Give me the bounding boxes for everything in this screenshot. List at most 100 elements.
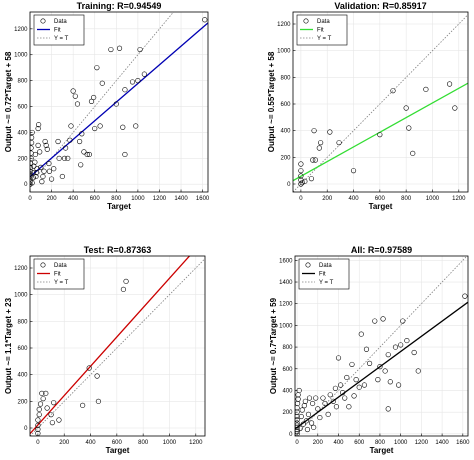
data-point <box>35 417 41 423</box>
y-axis-label: Output ~= 0.7*Target + 59 <box>269 297 278 394</box>
data-point <box>65 155 71 161</box>
data-point <box>337 382 344 388</box>
data-point <box>202 17 208 23</box>
x-tick-label: 1600 <box>196 196 210 202</box>
y-tick-label: 0 <box>287 182 291 188</box>
data-point <box>35 422 41 428</box>
data-point <box>59 173 65 180</box>
data-point <box>42 138 48 145</box>
y-tick-label: 0 <box>289 432 293 438</box>
data-point <box>358 331 364 337</box>
x-axis-label: Target <box>107 202 131 211</box>
legend-entry-label: Y = T <box>54 36 69 42</box>
data-point <box>30 145 34 151</box>
data-point <box>133 123 139 129</box>
y-tick-label: 1000 <box>279 323 293 329</box>
panel-title: Test: R=0.87363 <box>84 245 152 255</box>
data-point <box>86 365 92 371</box>
x-tick-label: 1200 <box>189 440 203 446</box>
x-tick-label: 1000 <box>131 196 145 202</box>
y-tick-label: 200 <box>17 399 28 405</box>
data-point <box>33 173 39 180</box>
data-point <box>38 164 44 170</box>
legend-entry-label: Fit <box>54 28 61 34</box>
data-point <box>330 398 336 404</box>
legend-entry-label: Fit <box>319 272 326 278</box>
legend-data-marker <box>303 18 309 24</box>
x-tick-label: 200 <box>313 440 324 446</box>
panel-title: All: R=0.97589 <box>351 245 412 255</box>
data-point <box>41 168 47 174</box>
data-point <box>350 168 357 174</box>
data-point <box>51 166 57 172</box>
data-point <box>94 373 100 379</box>
data-point <box>353 377 359 383</box>
data-point <box>308 176 315 182</box>
x-tick-label: 1400 <box>174 196 188 202</box>
data-point <box>317 414 323 421</box>
data-point <box>135 78 141 84</box>
data-point <box>385 406 391 412</box>
panel-3: 0 200 400 600 800 1000 1200 0 200 400 600 800 1000 12… <box>4 245 206 455</box>
data-point <box>382 368 388 374</box>
data-point <box>99 80 105 86</box>
data-point <box>299 180 305 186</box>
data-point <box>400 318 406 324</box>
y-tick-label: 1400 <box>279 280 293 286</box>
x-tick-label: 400 <box>68 196 79 202</box>
data-point <box>332 385 339 391</box>
y-tick-label: 1000 <box>14 293 28 299</box>
data-point <box>366 360 373 366</box>
data-point <box>327 392 333 398</box>
data-point <box>108 46 114 53</box>
data-point <box>91 94 97 101</box>
data-point <box>95 398 102 404</box>
y-tick-label: 400 <box>280 129 291 135</box>
data-point <box>48 412 54 418</box>
y-tick-label: 0 <box>24 426 28 432</box>
y-tick-label: 400 <box>17 373 28 379</box>
data-point <box>311 128 317 134</box>
legend-entry-label: Data <box>54 19 67 25</box>
data-point <box>30 169 36 176</box>
data-point <box>298 181 304 187</box>
data-point <box>322 400 328 407</box>
identity-line <box>30 258 205 436</box>
data-point <box>295 420 300 426</box>
legend-entry-label: Fit <box>317 28 324 34</box>
x-tick-label: 800 <box>111 196 122 202</box>
data-point <box>31 163 37 169</box>
x-tick-label: 1600 <box>456 440 470 446</box>
data-point <box>356 384 362 390</box>
x-tick-label: 1200 <box>153 196 167 202</box>
data-point <box>446 81 453 87</box>
data-point <box>51 400 57 406</box>
data-point <box>37 149 43 155</box>
y-tick-label: 800 <box>282 345 293 351</box>
x-axis-label: Target <box>106 446 130 455</box>
data-point <box>44 146 50 152</box>
data-point <box>97 123 103 129</box>
data-point <box>116 45 123 51</box>
data-point <box>406 125 412 131</box>
y-tick-label: 1000 <box>14 53 28 59</box>
data-point <box>30 180 35 186</box>
data-point <box>36 406 42 412</box>
data-point <box>298 161 304 167</box>
legend-data-marker <box>40 18 46 24</box>
data-point <box>55 138 61 145</box>
fit-line <box>295 301 468 430</box>
data-point <box>56 417 62 423</box>
fit-line <box>293 82 468 182</box>
legend-entry-label: Data <box>317 19 330 25</box>
axes-frame <box>29 255 206 437</box>
panel-2: 0 200 400 600 800 1000 1200 0 200 400 600 800 1000 12… <box>267 1 469 211</box>
y-tick-label: 600 <box>282 367 293 373</box>
data-point <box>56 155 62 161</box>
data-point <box>30 155 34 161</box>
y-tick-label: 800 <box>17 79 28 85</box>
data-point <box>141 71 147 77</box>
panel-1: 0 200 400 600 800 1000 1200 1400 1600 0 200 400 600 8… <box>4 1 210 211</box>
y-tick-label: 200 <box>17 156 28 162</box>
